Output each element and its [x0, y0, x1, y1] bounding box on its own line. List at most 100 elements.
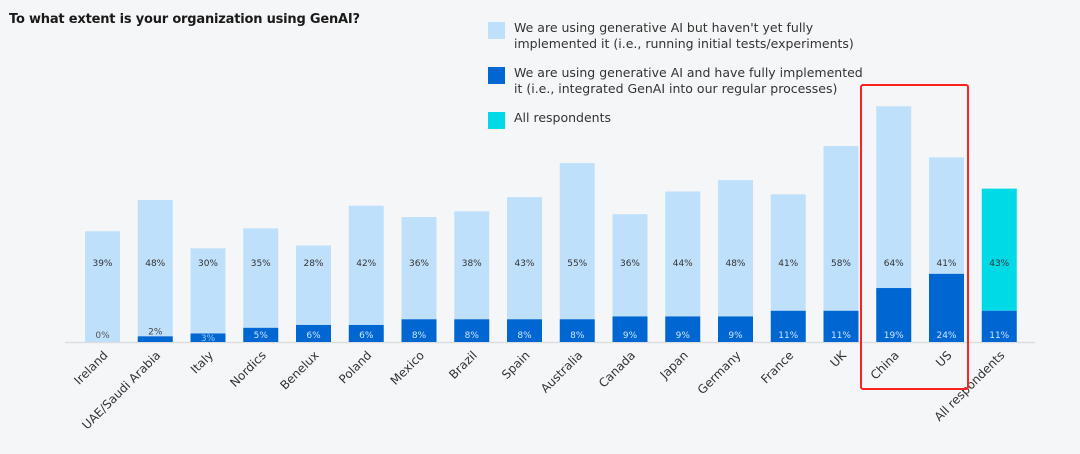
- category-label-nordics: Nordics: [227, 348, 269, 390]
- legend-item-implemented: We are using generative AI and have full…: [488, 65, 864, 97]
- bar-experimenting-australia: [559, 163, 595, 320]
- value-label-experimenting-uk: 58%: [831, 259, 851, 269]
- category-label-mexico: Mexico: [388, 348, 428, 388]
- bar-experimenting-italy: [190, 248, 226, 334]
- value-label-experimenting-nordics: 35%: [251, 259, 271, 269]
- value-label-experimenting-china: 64%: [884, 259, 904, 269]
- bar-experimenting-benelux: [296, 245, 331, 325]
- legend-item-experimenting: We are using generative AI but haven't y…: [488, 20, 864, 52]
- bar-implemented-nordics: [243, 327, 279, 342]
- value-label-implemented-canada: 9%: [623, 331, 638, 341]
- value-label-implemented-benelux: 6%: [306, 331, 321, 341]
- bar-implemented-all-respondents: [981, 310, 1017, 342]
- value-labels-group: 39% 0% 48% 2% 30% 3% 35% 5% 28% 6% 42% 6% 36% 8% 38% 8%…: [92, 259, 1009, 344]
- category-label-brazil: Brazil: [446, 348, 480, 382]
- bar-experimenting-poland: [348, 205, 384, 325]
- value-label-experimenting-france: 41%: [778, 259, 798, 269]
- legend-swatch-experimenting: [488, 22, 505, 39]
- bar-implemented-uae-saudi-arabia: [137, 336, 173, 342]
- bar-implemented-brazil: [454, 319, 490, 342]
- bar-experimenting-nordics: [243, 228, 279, 328]
- bar-implemented-mexico: [401, 319, 437, 342]
- category-label-ireland: Ireland: [71, 348, 110, 387]
- bar-experimenting-us: [929, 157, 964, 274]
- value-label-experimenting-germany: 48%: [725, 259, 745, 269]
- value-label-experimenting-italy: 30%: [198, 259, 218, 269]
- value-label-experimenting-uae-saudi-arabia: 48%: [145, 259, 165, 269]
- bar-implemented-benelux: [296, 324, 331, 342]
- value-label-experimenting-us: 41%: [936, 259, 956, 269]
- bar-implemented-germany: [718, 316, 753, 342]
- bar-implemented-australia: [559, 319, 595, 342]
- bar-experimenting-mexico: [401, 217, 437, 320]
- bar-experimenting-japan: [665, 191, 701, 317]
- legend-label-implemented: We are using generative AI and have full…: [514, 65, 863, 96]
- legend-swatch-all-respondents: [488, 112, 505, 129]
- value-label-implemented-all-respondents: 11%: [989, 331, 1009, 341]
- value-label-implemented-italy: 3%: [201, 334, 216, 344]
- category-label-benelux: Benelux: [277, 348, 321, 392]
- value-label-implemented-uae-saudi-arabia: 2%: [148, 327, 163, 337]
- category-label-japan: Japan: [657, 348, 691, 382]
- bar-experimenting-brazil: [454, 211, 490, 320]
- value-label-implemented-poland: 6%: [359, 331, 374, 341]
- bar-experimenting-ireland: [85, 231, 120, 342]
- value-label-experimenting-spain: 43%: [514, 259, 534, 269]
- value-label-experimenting-australia: 55%: [567, 259, 587, 269]
- category-label-poland: Poland: [336, 348, 374, 386]
- category-label-us: US: [933, 348, 955, 370]
- bar-implemented-canada: [612, 316, 648, 342]
- category-label-spain: Spain: [499, 348, 533, 382]
- category-label-france: France: [758, 348, 796, 386]
- value-label-implemented-france: 11%: [778, 331, 798, 341]
- bar-implemented-us: [929, 273, 964, 342]
- value-label-implemented-us: 24%: [936, 331, 956, 341]
- value-label-implemented-nordics: 5%: [254, 331, 269, 341]
- bar-experimenting-uae-saudi-arabia: [137, 200, 173, 337]
- bar-implemented-uk: [823, 310, 859, 342]
- category-label-uk: UK: [827, 347, 849, 369]
- bar-experimenting-france: [770, 194, 806, 311]
- bar-implemented-china: [876, 288, 912, 342]
- category-label-canada: Canada: [596, 348, 638, 390]
- value-label-experimenting-ireland: 39%: [92, 259, 112, 269]
- legend-label-experimenting: We are using generative AI but haven't y…: [514, 20, 854, 51]
- bar-implemented-france: [770, 310, 806, 342]
- bar-experimenting-all-respondents: [981, 188, 1017, 311]
- category-label-italy: Italy: [188, 348, 216, 376]
- value-label-implemented-mexico: 8%: [412, 331, 427, 341]
- value-label-implemented-japan: 9%: [676, 331, 691, 341]
- bar-implemented-japan: [665, 316, 701, 342]
- category-label-australia: Australia: [538, 348, 585, 395]
- value-label-experimenting-benelux: 28%: [303, 259, 323, 269]
- value-label-implemented-spain: 8%: [517, 331, 532, 341]
- bar-experimenting-uk: [823, 146, 859, 311]
- value-label-experimenting-canada: 36%: [620, 259, 640, 269]
- bar-implemented-italy: [190, 333, 226, 342]
- category-label-germany: Germany: [695, 348, 744, 397]
- value-label-implemented-australia: 8%: [570, 331, 585, 341]
- legend-swatch-implemented: [488, 67, 505, 84]
- value-label-implemented-china: 19%: [884, 331, 904, 341]
- legend-label-all-respondents: All respondents: [514, 110, 612, 125]
- bar-experimenting-germany: [718, 180, 753, 317]
- highlight-box-china-us: [860, 84, 969, 390]
- value-label-implemented-ireland: 0%: [95, 331, 110, 341]
- bar-implemented-poland: [348, 324, 384, 342]
- value-label-implemented-germany: 9%: [728, 331, 743, 341]
- value-label-experimenting-brazil: 38%: [462, 259, 482, 269]
- bar-implemented-spain: [507, 319, 542, 342]
- legend-item-all-respondents: All respondents: [488, 110, 864, 129]
- value-label-experimenting-all-respondents: 43%: [989, 259, 1009, 269]
- bar-experimenting-canada: [612, 214, 648, 317]
- value-label-experimenting-japan: 44%: [673, 259, 693, 269]
- chart-title: To what extent is your organization usin…: [9, 12, 360, 27]
- value-label-experimenting-mexico: 36%: [409, 259, 429, 269]
- bars-group: [85, 106, 1017, 342]
- value-label-experimenting-poland: 42%: [356, 259, 376, 269]
- legend: We are using generative AI but haven't y…: [488, 20, 864, 142]
- value-label-implemented-brazil: 8%: [465, 331, 480, 341]
- bar-experimenting-china: [876, 106, 912, 289]
- value-label-implemented-uk: 11%: [831, 331, 851, 341]
